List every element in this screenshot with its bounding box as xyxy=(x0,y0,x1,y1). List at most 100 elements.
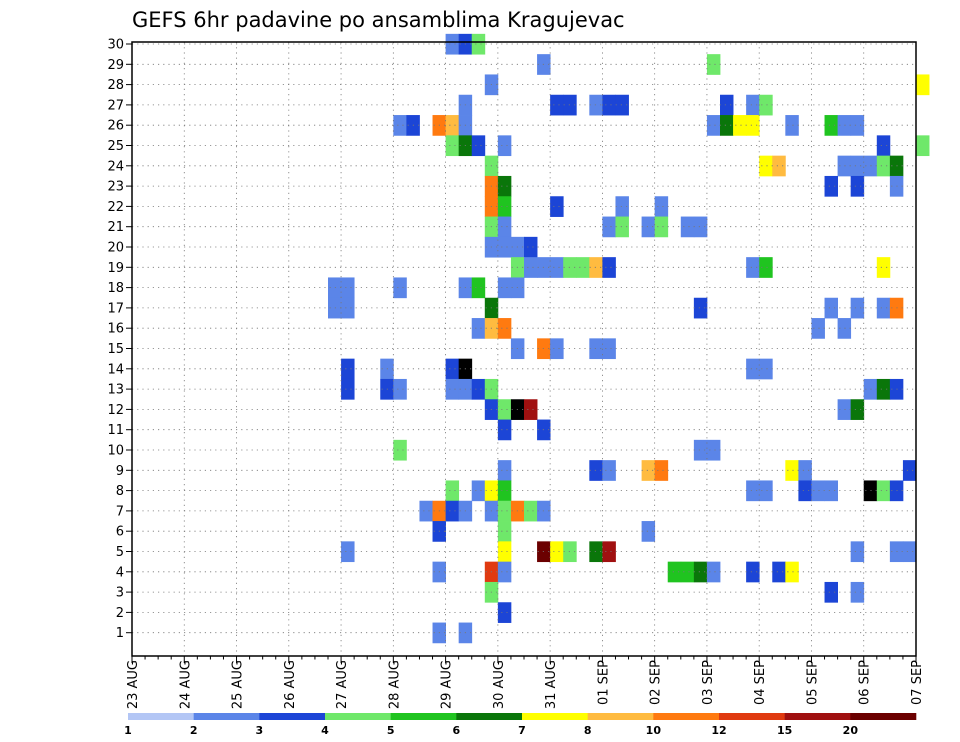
heatmap-cell xyxy=(746,257,760,278)
heatmap-cell xyxy=(615,196,629,217)
heatmap-cell xyxy=(328,297,342,319)
y-tick-label: 19 xyxy=(107,261,124,276)
heatmap-cell xyxy=(497,602,512,623)
heatmap-cell xyxy=(602,94,616,116)
heatmap-cell xyxy=(746,358,760,380)
heatmap-cell xyxy=(445,378,460,400)
colorbar-tick-label: 2 xyxy=(190,724,198,737)
heatmap-cell xyxy=(497,135,512,157)
heatmap-cell xyxy=(772,155,786,177)
heatmap-cell xyxy=(576,257,590,278)
heatmap-cell xyxy=(654,196,669,217)
heatmap-cell xyxy=(654,216,669,238)
colorbar-tick-label: 7 xyxy=(518,724,526,737)
colorbar-legend: 1 2 3 4 5 6 7 8 10 12 15 20 xyxy=(124,713,917,737)
heatmap-cell xyxy=(602,541,616,563)
heatmap-cell xyxy=(524,236,538,258)
heatmap-cell xyxy=(720,115,734,136)
heatmap-cell xyxy=(837,155,852,177)
y-tick-label: 22 xyxy=(107,200,124,215)
heatmap-cell xyxy=(811,318,825,339)
colorbar-swatch xyxy=(325,713,391,720)
heatmap-cell xyxy=(667,561,682,583)
y-tick-label: 18 xyxy=(107,281,124,296)
colorbar-tick-label: 5 xyxy=(387,724,395,737)
colorbar-swatch xyxy=(587,713,654,720)
heatmap-cell xyxy=(550,196,564,217)
x-tick-label: 02 SEP xyxy=(649,660,664,705)
heatmap-cell xyxy=(850,297,865,319)
heatmap-cell xyxy=(641,460,656,481)
x-tick-label: 31 AUG xyxy=(544,660,559,709)
heatmap-cell xyxy=(589,257,603,278)
y-tick-label: 14 xyxy=(107,362,124,377)
y-tick-label: 9 xyxy=(116,464,124,479)
heatmap-cell xyxy=(497,277,512,299)
heatmap-cell xyxy=(497,196,512,217)
heatmap-cell xyxy=(419,500,433,522)
heatmap-cell xyxy=(706,439,721,461)
heatmap-cell xyxy=(850,541,865,563)
colorbar-swatch xyxy=(193,713,260,720)
heatmap-cell xyxy=(393,115,407,136)
colorbar-tick-label: 6 xyxy=(453,724,461,737)
colorbar-tick-label: 20 xyxy=(843,724,859,737)
x-tick-label: 01 SEP xyxy=(596,660,611,705)
y-tick-label: 24 xyxy=(107,159,124,174)
y-tick-label: 8 xyxy=(116,484,124,499)
heatmap-cell xyxy=(706,561,721,583)
y-tick-label: 30 xyxy=(107,38,124,53)
x-tick-label: 26 AUG xyxy=(283,660,298,709)
heatmap-cell xyxy=(785,460,799,481)
heatmap-cell xyxy=(341,358,355,380)
colorbar-swatch xyxy=(128,713,194,720)
heatmap-cell xyxy=(445,33,460,55)
heatmap-cell xyxy=(746,561,760,583)
heatmap-cell xyxy=(393,277,407,299)
heatmap-cell xyxy=(759,155,773,177)
heatmap-cell xyxy=(746,94,760,116)
heatmap-cell xyxy=(497,399,512,420)
heatmap-cell xyxy=(497,318,512,339)
grid-layer xyxy=(131,42,917,656)
heatmap-cell xyxy=(471,135,486,157)
colorbar-swatch xyxy=(850,713,917,720)
y-tick-label: 21 xyxy=(107,220,124,235)
x-tick-label: 24 AUG xyxy=(178,660,193,709)
heatmap-cell xyxy=(641,521,656,542)
heatmap-cell xyxy=(837,318,852,339)
heatmap-cell xyxy=(811,480,825,502)
heatmap-cell xyxy=(902,541,917,563)
y-tick-label: 25 xyxy=(107,139,124,154)
heatmap-cell xyxy=(824,480,838,502)
heatmap-cell xyxy=(471,33,486,55)
colorbar-swatch xyxy=(259,713,326,720)
heatmap-cell xyxy=(641,216,656,238)
x-axis: 23 AUG 24 AUG 25 AUG 26 AUG 27 AUG 28 AUG 29 A… xyxy=(126,656,925,709)
y-tick-label: 6 xyxy=(116,525,124,540)
heatmap-cell xyxy=(497,460,512,481)
heatmap-cell xyxy=(824,297,838,319)
colorbar-tick-label: 3 xyxy=(256,724,264,737)
colorbar-tick-label: 4 xyxy=(321,724,329,737)
y-tick-label: 29 xyxy=(107,58,124,73)
y-tick-label: 5 xyxy=(116,545,124,560)
heatmap-cell xyxy=(615,94,629,116)
heatmap-cell xyxy=(693,297,708,319)
x-tick-label: 05 SEP xyxy=(805,660,820,705)
heatmap-cell xyxy=(445,135,460,157)
y-tick-label: 1 xyxy=(116,626,124,641)
heatmap-cell xyxy=(902,460,917,481)
heatmap-cell xyxy=(497,236,512,258)
heatmap-cell xyxy=(602,257,616,278)
colorbar-swatch xyxy=(390,713,457,720)
heatmap-cell xyxy=(876,257,891,278)
heatmap-cell xyxy=(798,480,812,502)
heatmap-cell xyxy=(471,318,486,339)
x-tick-label: 04 SEP xyxy=(753,660,768,705)
x-tick-label: 03 SEP xyxy=(701,660,716,705)
heatmap-cell xyxy=(693,216,708,238)
heatmap-cell xyxy=(393,378,407,400)
x-tick-label: 06 SEP xyxy=(858,660,873,705)
